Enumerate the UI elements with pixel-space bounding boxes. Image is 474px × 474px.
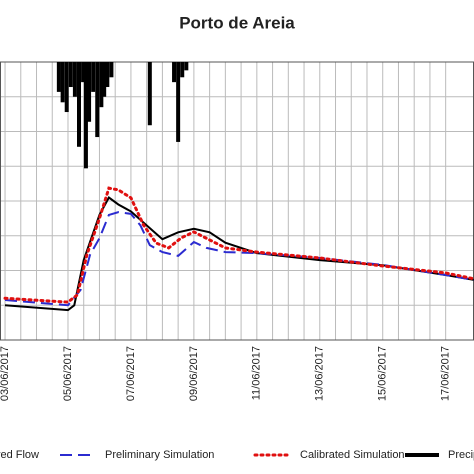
precip-bar <box>64 62 69 113</box>
precip-bar <box>172 62 177 83</box>
precip-bar <box>176 62 181 142</box>
x-tick-label: 07/06/2017 <box>125 346 137 401</box>
legend-label: Calibrated Simulation <box>300 449 405 461</box>
precip-bar <box>105 62 110 88</box>
x-tick-label: 13/06/2017 <box>314 346 326 401</box>
precip-bar <box>81 62 86 83</box>
precip-bar <box>77 62 81 147</box>
precip-bar <box>68 62 73 88</box>
precip-bar <box>99 62 104 108</box>
x-tick-label: 11/06/2017 <box>251 346 263 400</box>
series-line <box>4 211 474 307</box>
precip-bar <box>60 62 65 103</box>
precip-bar <box>91 62 96 92</box>
x-tick-label: 15/06/2017 <box>377 346 389 401</box>
precip-bar <box>180 62 185 78</box>
x-tick-label: 03/06/2017 <box>0 346 11 401</box>
precip-bar <box>87 62 92 122</box>
precip-bar <box>83 62 88 169</box>
precip-bar <box>72 62 77 97</box>
series-line <box>3 186 474 304</box>
legend-label: Preliminary Simulation <box>105 449 214 461</box>
chart-title: Porto de Areia <box>179 13 295 32</box>
precip-bar <box>56 62 61 92</box>
precip-bar <box>109 62 114 78</box>
precip-bar <box>95 62 100 138</box>
legend-label: Observed Flow <box>0 449 39 461</box>
series-line <box>4 196 474 312</box>
precip-bar <box>102 62 107 97</box>
precip-bar <box>184 62 189 71</box>
legend-label: Precipitation <box>448 449 474 461</box>
x-tick-label: 17/06/2017 <box>440 346 452 401</box>
x-tick-label: 09/06/2017 <box>188 346 200 401</box>
x-tick-label: 05/06/2017 <box>62 346 74 401</box>
precip-bar <box>147 62 152 126</box>
